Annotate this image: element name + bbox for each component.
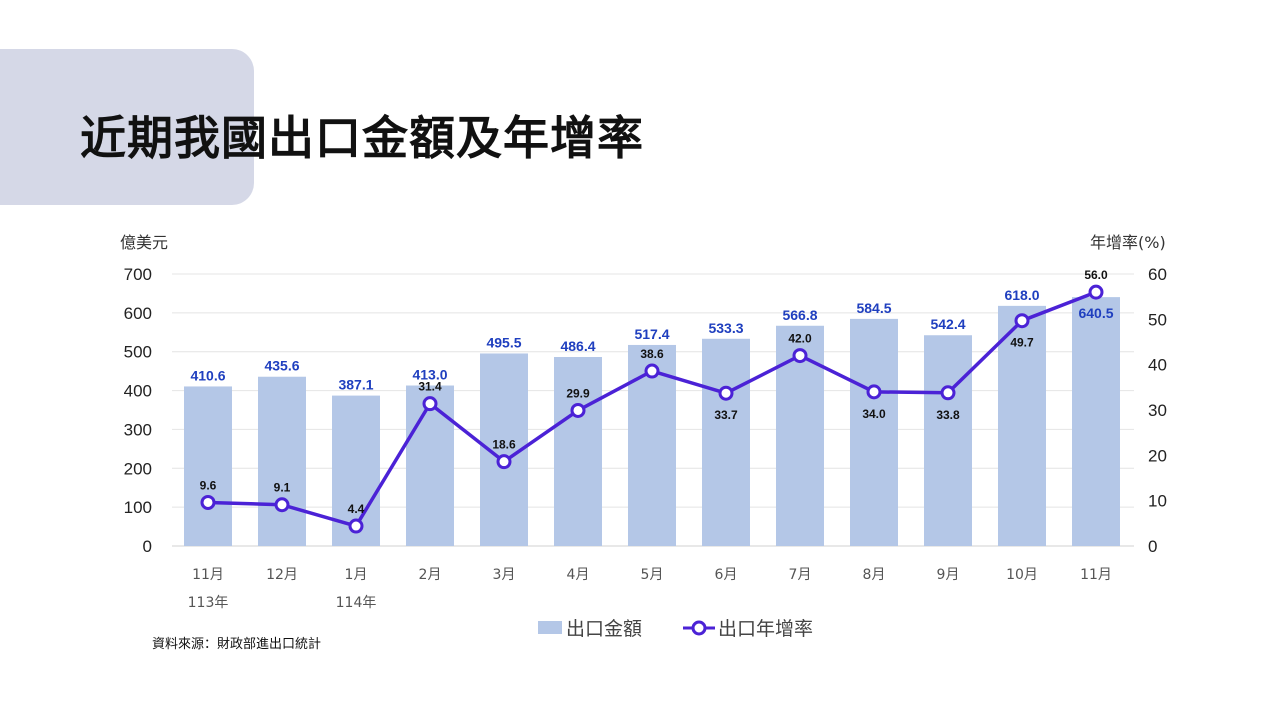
growth-marker — [422, 396, 438, 412]
left-tick-label: 700 — [124, 265, 152, 284]
bar — [184, 386, 232, 546]
line-value-label: 29.9 — [566, 386, 590, 400]
legend: 出口金額 出口年增率 — [538, 614, 813, 641]
x-tick-label: 11月 — [1080, 567, 1112, 583]
growth-marker — [570, 402, 586, 418]
bar-value-label: 410.6 — [190, 367, 225, 383]
bar — [554, 356, 602, 546]
bar-value-label: 413.0 — [412, 367, 447, 383]
legend-line-swatch — [683, 620, 716, 635]
growth-marker — [200, 494, 216, 510]
bar-value-label: 533.3 — [708, 320, 743, 336]
right-tick-label: 50 — [1148, 310, 1167, 329]
right-tick-label: 40 — [1148, 356, 1167, 375]
bar — [406, 385, 454, 546]
right-tick-label: 20 — [1148, 446, 1167, 465]
left-axis-label: 億美元 — [120, 233, 169, 252]
x-tick-label: 8月 — [863, 567, 886, 583]
line-value-label: 33.8 — [936, 408, 960, 422]
bar-value-label: 618.0 — [1004, 287, 1039, 303]
left-tick-label: 400 — [124, 382, 152, 401]
line-value-label: 33.7 — [714, 408, 738, 422]
growth-marker — [496, 454, 512, 470]
bar-value-label: 435.6 — [264, 358, 299, 374]
right-tick-label: 60 — [1148, 265, 1167, 284]
year-label: 113年 — [188, 595, 229, 611]
left-tick-label: 200 — [124, 459, 152, 478]
x-tick-label: 9月 — [937, 567, 960, 583]
x-tick-label: 2月 — [419, 567, 442, 583]
growth-marker — [1014, 313, 1030, 329]
left-tick-label: 300 — [124, 420, 152, 439]
year-label: 114年 — [336, 595, 377, 611]
source-note: 資料來源：財政部進出口統計 — [152, 637, 322, 652]
growth-marker — [644, 363, 660, 379]
bar — [924, 335, 972, 546]
bar-value-label: 486.4 — [560, 338, 595, 354]
line-value-label: 4.4 — [348, 502, 365, 516]
bar — [998, 305, 1046, 546]
line-value-label: 42.0 — [788, 332, 812, 346]
bar-value-label: 640.5 — [1078, 305, 1113, 321]
growth-marker — [718, 385, 734, 401]
left-tick-label: 100 — [124, 498, 152, 517]
bar — [1072, 297, 1120, 546]
growth-marker — [866, 384, 882, 400]
left-tick-label: 600 — [124, 304, 152, 323]
x-tick-label: 3月 — [493, 567, 516, 583]
x-tick-label: 7月 — [789, 567, 812, 583]
x-tick-label: 6月 — [715, 567, 738, 583]
title-banner — [0, 49, 254, 205]
line-value-label: 56.0 — [1084, 268, 1108, 282]
x-tick-label: 5月 — [641, 567, 664, 583]
legend-bar-swatch — [538, 621, 562, 634]
bar-value-label: 584.5 — [856, 300, 891, 316]
right-tick-label: 30 — [1148, 401, 1167, 420]
bar — [702, 338, 750, 546]
legend-line-label: 出口年增率 — [718, 618, 814, 640]
x-tick-label: 11月 — [192, 567, 224, 583]
line-value-label: 34.0 — [862, 407, 886, 421]
bar — [850, 318, 898, 546]
line-value-label: 9.6 — [200, 478, 217, 492]
bar-value-label: 387.1 — [338, 377, 373, 393]
line-value-label: 18.6 — [492, 438, 516, 452]
line-value-label: 38.6 — [640, 347, 664, 361]
x-tick-label: 4月 — [567, 567, 590, 583]
bar — [258, 376, 306, 546]
legend-bar-label: 出口金額 — [566, 618, 643, 640]
bar-value-label: 495.5 — [486, 334, 521, 350]
growth-marker — [348, 518, 364, 534]
growth-marker — [792, 348, 808, 364]
line-value-label: 49.7 — [1010, 336, 1034, 350]
line-value-label: 31.4 — [418, 380, 442, 394]
right-axis-label: 年增率(%) — [1090, 233, 1166, 252]
left-tick-label: 500 — [124, 343, 152, 362]
right-tick-label: 0 — [1148, 537, 1157, 556]
right-tick-label: 10 — [1148, 492, 1167, 511]
bar-value-label: 517.4 — [634, 326, 669, 342]
x-tick-label: 1月 — [345, 567, 368, 583]
growth-marker — [940, 385, 956, 401]
line-value-label: 9.1 — [274, 481, 291, 495]
growth-marker — [274, 497, 290, 513]
bar-value-label: 566.8 — [782, 307, 817, 323]
left-tick-label: 0 — [143, 537, 152, 556]
x-tick-label: 12月 — [266, 567, 298, 583]
page-title: 近期我國出口金額及年增率 — [80, 111, 644, 165]
bar-value-label: 542.4 — [930, 316, 965, 332]
growth-marker — [1088, 284, 1104, 300]
x-tick-label: 10月 — [1006, 567, 1038, 583]
